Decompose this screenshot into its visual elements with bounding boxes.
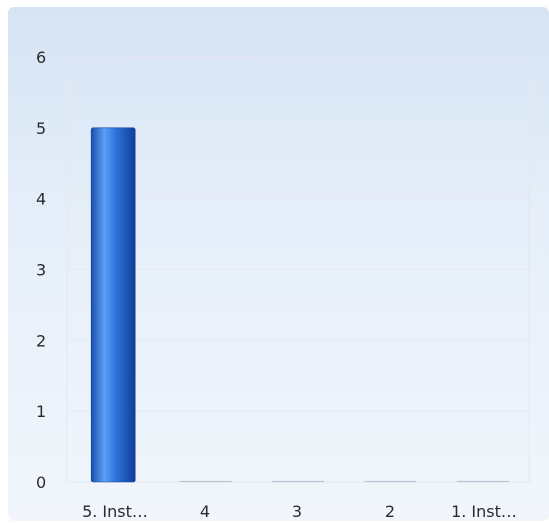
bar [90,127,136,483]
y-axis-ticks: 0 1 2 3 4 5 6 [36,48,46,492]
y-tick-label: 5 [36,119,46,138]
x-tick-label: 3 [292,502,302,521]
y-tick-label: 4 [36,190,46,209]
gridlines [66,56,530,483]
y-tick-label: 1 [36,402,46,421]
y-tick-label: 3 [36,261,46,280]
bars [90,127,509,483]
x-tick-label: 4 [200,502,210,521]
y-tick-label: 0 [36,473,46,492]
y-tick-label: 6 [36,48,46,67]
x-axis-ticks: 5. Inst… 4 3 2 1. Inst… [82,502,517,521]
x-tick-label: 1. Inst… [451,502,517,521]
x-tick-label: 5. Inst… [82,502,148,521]
y-tick-label: 2 [36,331,46,350]
x-tick-label: 2 [385,502,395,521]
